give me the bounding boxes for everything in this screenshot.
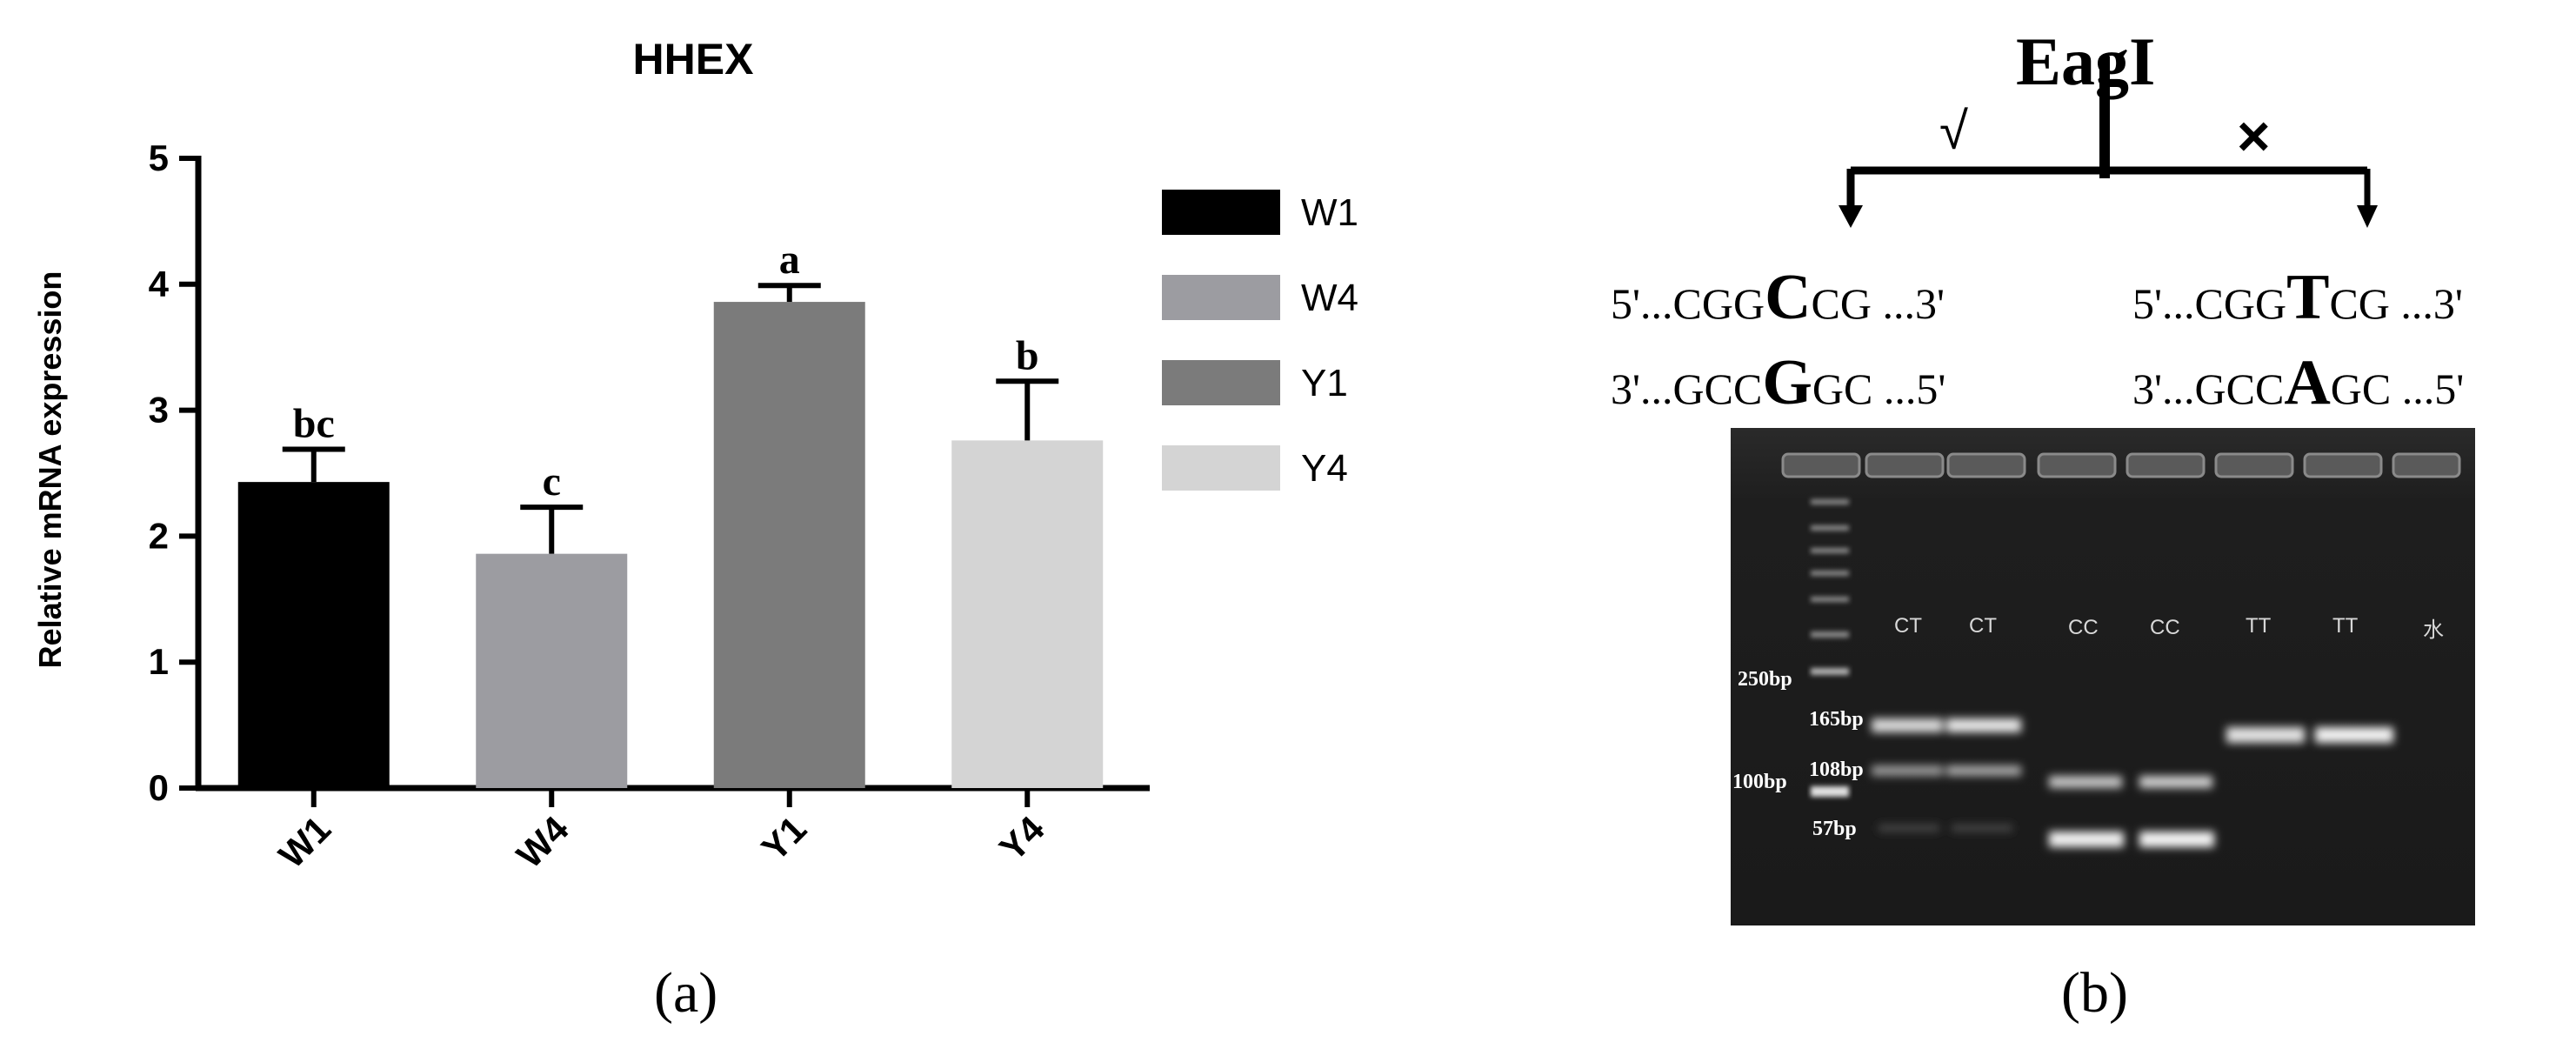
legend-swatch [1162,190,1280,235]
bar-w1 [237,482,390,788]
gel-wells [1781,452,2461,478]
y-tick-label: 0 [149,767,169,808]
legend-label: Y4 [1301,447,1348,490]
sample-bands [1872,718,2393,847]
gel-image [1731,428,2475,925]
significance-label: a [779,237,800,283]
legend-swatch [1162,360,1280,405]
x-tick-label: W1 [270,808,338,876]
legend-label: W4 [1301,277,1358,319]
y-axis: 0 1 2 3 4 5 [149,137,202,808]
x-axis: W1 W4 Y1 Y4 [196,785,1150,876]
left-arrow-head [1839,205,1863,228]
bars-group: bc c a b [237,237,1104,788]
x-tick-label: Y1 [754,808,815,869]
legend-label: W1 [1301,191,1358,234]
y-tick-label: 3 [149,390,169,431]
significance-label: c [543,458,561,504]
y-tick-label: 4 [149,264,170,304]
legend-label: Y1 [1301,362,1348,404]
right-arrow-head [2357,205,2378,228]
restriction-diagram [1839,57,2378,228]
y-axis-label: Relative mRNA expression [32,271,68,669]
legend-swatch [1162,445,1280,491]
legend: W1 W4 Y1 Y4 [1162,190,1358,491]
chart-title: HHEX [633,35,754,84]
bar-y1 [713,302,865,788]
significance-label: b [1016,332,1039,378]
x-tick-label: W4 [509,808,577,876]
bar-y4 [951,440,1104,788]
legend-swatch [1162,275,1280,320]
ladder-bands [1811,499,1849,797]
y-tick-label: 5 [149,137,169,178]
y-tick-label: 1 [149,641,169,682]
significance-label: bc [293,400,335,446]
bar-w4 [476,553,628,788]
x-tick-label: Y4 [991,808,1052,869]
y-tick-label: 2 [149,515,169,556]
